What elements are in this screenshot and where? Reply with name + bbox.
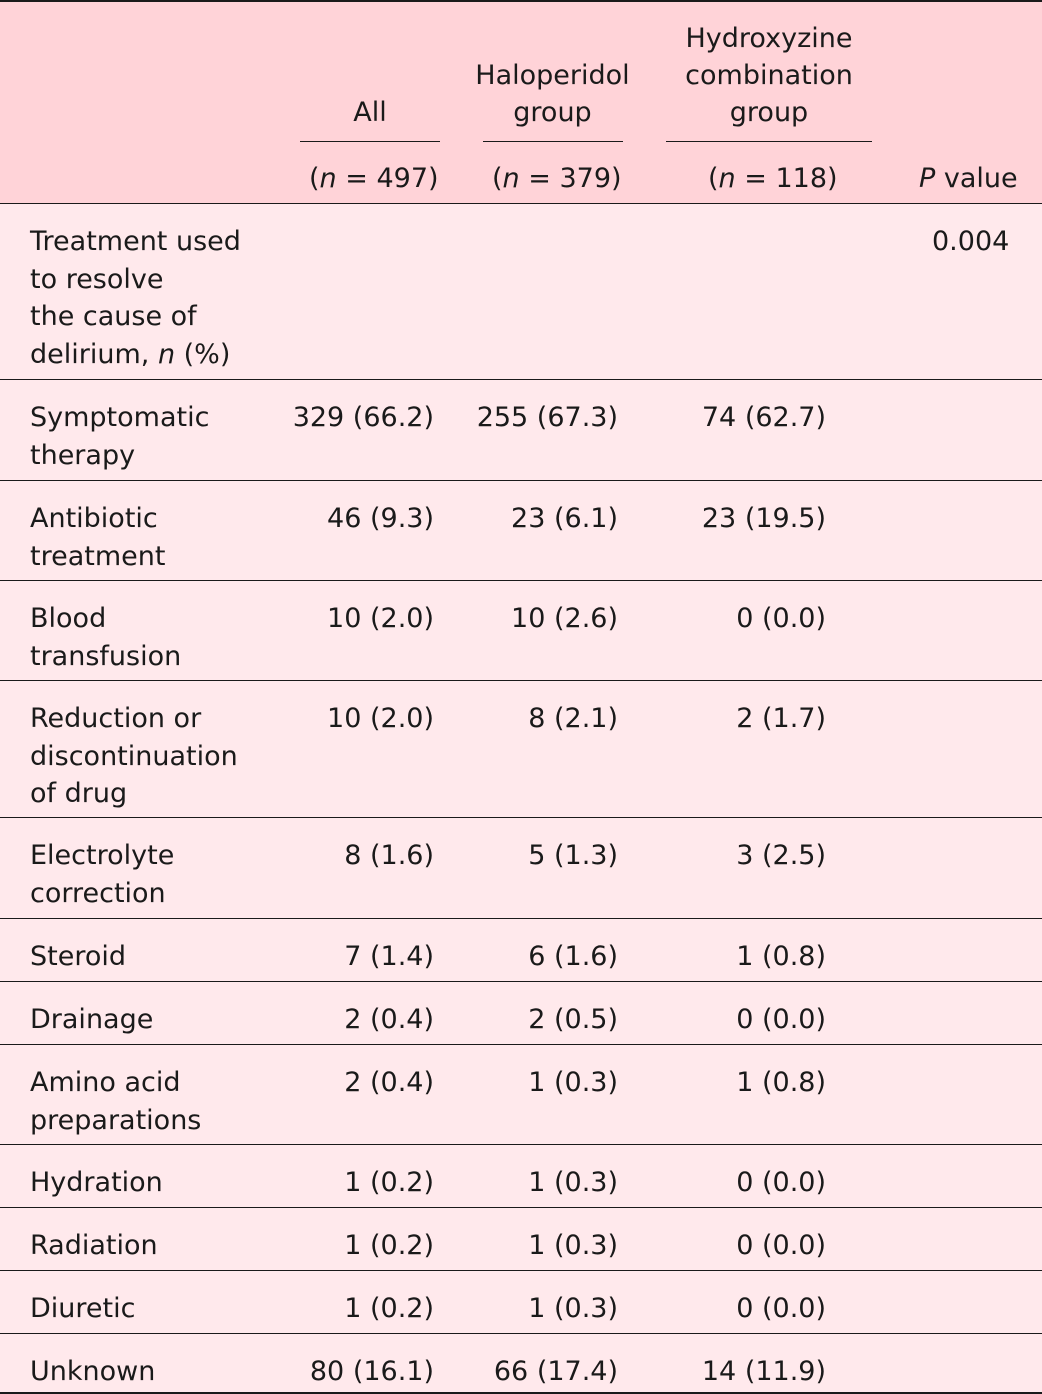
cell-hydroxyzine: 3 (2.5) bbox=[736, 840, 826, 871]
cell-all: 2 (0.4) bbox=[344, 1067, 434, 1098]
cell-hydroxyzine: 1 (0.8) bbox=[736, 1067, 826, 1098]
cell-haloperidol: 2 (0.5) bbox=[528, 1004, 618, 1035]
p-value-cell: 0.004 bbox=[932, 226, 1010, 257]
row-label: Hydration bbox=[30, 1167, 163, 1198]
column-header-hydroxyzine-line2: combination bbox=[685, 60, 853, 91]
cell-all: 7 (1.4) bbox=[344, 941, 434, 972]
row-label: Radiation bbox=[30, 1230, 158, 1261]
table-row: Diuretic 1 (0.2) 1 (0.3) 0 (0.0) bbox=[0, 1271, 1042, 1334]
cell-hydroxyzine: 14 (11.9) bbox=[701, 1356, 826, 1387]
cell-all: 1 (0.2) bbox=[344, 1230, 434, 1261]
column-header-haloperidol-line1: Haloperidol bbox=[475, 60, 630, 91]
table-header: All Haloperidol group Hydroxyzine combin… bbox=[0, 0, 1042, 204]
cell-hydroxyzine: 74 (62.7) bbox=[701, 402, 826, 433]
column-header-haloperidol: Haloperidol group bbox=[470, 57, 635, 131]
cell-all: 1 (0.2) bbox=[344, 1167, 434, 1198]
cell-hydroxyzine: 1 (0.8) bbox=[736, 941, 826, 972]
table-row: Drainage 2 (0.4) 2 (0.5) 0 (0.0) bbox=[0, 982, 1042, 1045]
row-label: Electrolyte correction bbox=[30, 840, 175, 909]
cell-all: 46 (9.3) bbox=[327, 503, 434, 534]
row-label: Symptomatic therapy bbox=[30, 402, 210, 471]
table-row: Amino acid preparations 2 (0.4) 1 (0.3) 1 (… bbox=[0, 1045, 1042, 1145]
category-row: Treatment used to resolve the cause of d… bbox=[0, 204, 1042, 380]
cell-hydroxyzine: 0 (0.0) bbox=[736, 1167, 826, 1198]
column-header-all-label: All bbox=[353, 97, 387, 128]
column-header-haloperidol-line2: group bbox=[513, 97, 592, 128]
table-row: Antibiotic treatment 46 (9.3) 23 (6.1) 23 (… bbox=[0, 481, 1042, 581]
cell-haloperidol: 1 (0.3) bbox=[528, 1293, 618, 1324]
cell-haloperidol: 66 (17.4) bbox=[493, 1356, 618, 1387]
table-row: Steroid 7 (1.4) 6 (1.6) 1 (0.8) bbox=[0, 919, 1042, 982]
column-header-hydroxyzine: Hydroxyzine combination group bbox=[666, 20, 872, 131]
table-row: Reduction or discontinuation of drug 10 (… bbox=[0, 681, 1042, 818]
header-rule-hydroxyzine bbox=[666, 141, 872, 142]
cell-all: 329 (66.2) bbox=[292, 402, 434, 433]
cell-haloperidol: 23 (6.1) bbox=[511, 503, 618, 534]
cell-haloperidol: 8 (2.1) bbox=[528, 703, 618, 734]
column-header-hydroxyzine-line1: Hydroxyzine bbox=[685, 23, 853, 54]
n-hydroxyzine: (n = 118) bbox=[708, 163, 838, 194]
table-row: Radiation 1 (0.2) 1 (0.3) 0 (0.0) bbox=[0, 1208, 1042, 1271]
cell-all: 80 (16.1) bbox=[309, 1356, 434, 1387]
cell-haloperidol: 6 (1.6) bbox=[528, 941, 618, 972]
cell-haloperidol: 1 (0.3) bbox=[528, 1067, 618, 1098]
cell-hydroxyzine: 0 (0.0) bbox=[736, 603, 826, 634]
row-label: Drainage bbox=[30, 1004, 154, 1035]
cell-hydroxyzine: 23 (19.5) bbox=[701, 503, 826, 534]
category-label: Treatment used to resolve the cause of d… bbox=[30, 226, 241, 370]
column-header-p-value: P value bbox=[919, 163, 1018, 194]
cell-haloperidol: 255 (67.3) bbox=[476, 402, 618, 433]
row-label: Reduction or discontinuation of drug bbox=[30, 703, 238, 809]
table-row: Hydration 1 (0.2) 1 (0.3) 0 (0.0) bbox=[0, 1145, 1042, 1208]
table-row: Electrolyte correction 8 (1.6) 5 (1.3) 3 (2… bbox=[0, 818, 1042, 919]
cell-all: 1 (0.2) bbox=[344, 1293, 434, 1324]
cell-hydroxyzine: 0 (0.0) bbox=[736, 1004, 826, 1035]
row-label: Antibiotic treatment bbox=[30, 503, 166, 572]
table-row: Unknown 80 (16.1) 66 (17.4) 14 (11.9) bbox=[0, 1334, 1042, 1394]
cell-haloperidol: 10 (2.6) bbox=[511, 603, 618, 634]
row-label: Unknown bbox=[30, 1356, 156, 1387]
cell-haloperidol: 5 (1.3) bbox=[528, 840, 618, 871]
cell-haloperidol: 1 (0.3) bbox=[528, 1230, 618, 1261]
n-haloperidol: (n = 379) bbox=[492, 163, 622, 194]
table-row: Blood transfusion 10 (2.0) 10 (2.6) 0 (0.0) bbox=[0, 581, 1042, 681]
cell-haloperidol: 1 (0.3) bbox=[528, 1167, 618, 1198]
cell-all: 2 (0.4) bbox=[344, 1004, 434, 1035]
row-label: Diuretic bbox=[30, 1293, 136, 1324]
row-label: Amino acid preparations bbox=[30, 1067, 202, 1136]
row-label: Steroid bbox=[30, 941, 127, 972]
cell-hydroxyzine: 0 (0.0) bbox=[736, 1293, 826, 1324]
row-label: Blood transfusion bbox=[30, 603, 182, 672]
cell-all: 10 (2.0) bbox=[327, 603, 434, 634]
cell-hydroxyzine: 0 (0.0) bbox=[736, 1230, 826, 1261]
column-header-all: All bbox=[300, 94, 440, 131]
n-all: (n = 497) bbox=[309, 163, 439, 194]
table-row: Symptomatic therapy 329 (66.2) 255 (67.3) 7… bbox=[0, 380, 1042, 481]
header-rule-haloperidol bbox=[483, 141, 623, 142]
cell-all: 10 (2.0) bbox=[327, 703, 434, 734]
column-header-hydroxyzine-line3: group bbox=[729, 97, 809, 128]
header-rule-all bbox=[300, 141, 440, 142]
cell-all: 8 (1.6) bbox=[344, 840, 434, 871]
cell-hydroxyzine: 2 (1.7) bbox=[736, 703, 826, 734]
